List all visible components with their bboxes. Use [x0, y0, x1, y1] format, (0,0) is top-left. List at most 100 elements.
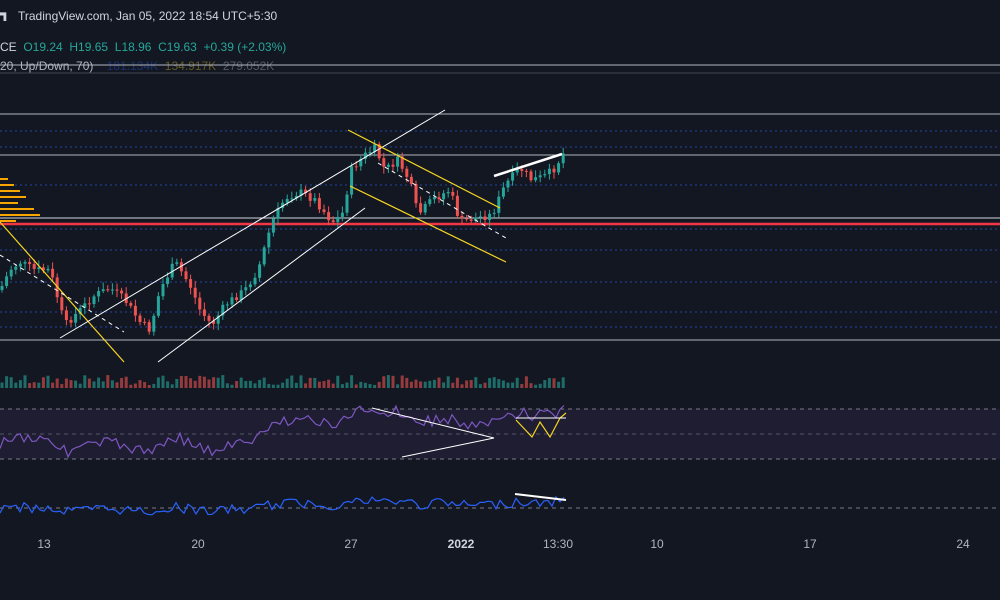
- candle-body: [74, 313, 78, 323]
- candle-body: [543, 174, 547, 176]
- volume-bar: [239, 377, 243, 388]
- volume-bar: [179, 375, 183, 388]
- volume-bar: [515, 377, 519, 388]
- candle-body: [14, 266, 18, 270]
- candle-body: [382, 158, 386, 167]
- x-tick: 17: [803, 537, 817, 551]
- candle-body: [156, 296, 160, 316]
- volume-bar: [557, 381, 561, 388]
- candle-body: [331, 220, 335, 223]
- candle-body: [336, 216, 340, 223]
- candle-body: [285, 198, 289, 203]
- volume-bar: [396, 384, 400, 388]
- candle-body: [198, 297, 202, 310]
- volume-bar: [317, 381, 321, 388]
- candle-body: [175, 262, 179, 264]
- volume-bar: [442, 382, 446, 388]
- volume-bars: [0, 375, 565, 388]
- candle-body: [235, 297, 239, 300]
- candle-body: [97, 291, 101, 297]
- candle-body: [511, 172, 515, 181]
- volume-bar: [235, 381, 239, 388]
- candle-body: [32, 264, 36, 269]
- candle-body: [391, 164, 395, 167]
- volume-bar: [133, 383, 137, 388]
- candle-body: [446, 191, 450, 194]
- volume-bar: [202, 376, 206, 388]
- candle-body: [561, 153, 565, 164]
- candle-body: [18, 263, 22, 267]
- volume-bar: [92, 381, 96, 388]
- volume-bar: [46, 375, 50, 388]
- volume-bar: [244, 381, 248, 388]
- candle-body: [28, 262, 32, 265]
- volume-bar: [138, 380, 142, 388]
- volume-bar: [520, 384, 524, 388]
- volume-bar: [198, 375, 202, 388]
- volume-bar: [41, 377, 45, 388]
- candle-body: [409, 176, 413, 184]
- candle-body: [359, 158, 363, 167]
- candle-body: [110, 289, 114, 291]
- candle-body: [143, 321, 147, 323]
- volume-bar: [115, 382, 119, 388]
- volume-bar: [221, 375, 225, 388]
- volume-profile: [0, 178, 40, 222]
- volume-bar: [37, 382, 41, 388]
- low-value: L18.96: [114, 40, 152, 54]
- volume-bar: [193, 380, 197, 388]
- volume-bar: [359, 381, 363, 388]
- volume-bar: [207, 379, 211, 388]
- candle-body: [414, 183, 418, 204]
- volume-bar: [455, 377, 459, 388]
- candle-body: [83, 303, 87, 308]
- volume-bar: [327, 379, 331, 388]
- candle-body: [432, 197, 436, 200]
- volume-bar: [400, 375, 404, 388]
- volume-bar: [350, 375, 354, 388]
- candle-body: [377, 144, 381, 159]
- candle-body: [225, 304, 229, 306]
- volume-bar: [60, 384, 64, 388]
- volume-bar: [124, 376, 128, 388]
- candle-body: [460, 215, 464, 219]
- volume-bar: [28, 383, 32, 388]
- candle-body: [455, 195, 459, 216]
- x-tick: 27: [344, 537, 358, 551]
- candle-body: [557, 163, 561, 173]
- candle-body: [465, 218, 469, 220]
- candlesticks: [0, 139, 565, 336]
- candle-body: [317, 198, 321, 210]
- candle-body: [520, 169, 524, 171]
- candle-body: [244, 287, 248, 291]
- volume-bar: [78, 383, 82, 388]
- volume-indicator-legend: 20, Up/Down, 70) 181.134K 134.917K 279.0…: [0, 59, 274, 73]
- volume-bar: [446, 376, 450, 388]
- volume-bar: [547, 378, 551, 388]
- chart-source-label: TradingView.com, Jan 05, 2022 18:54 UTC+…: [0, 9, 277, 23]
- volume-bar: [419, 381, 423, 388]
- volume-bar: [281, 382, 285, 388]
- volume-bar: [147, 384, 151, 388]
- candle-body: [60, 297, 64, 311]
- candle-body: [115, 289, 119, 291]
- candle-body: [368, 152, 372, 154]
- candle-body: [396, 156, 400, 167]
- candle-body: [294, 195, 298, 199]
- volume-bar: [529, 383, 533, 388]
- high-value: H19.65: [69, 40, 109, 54]
- candle-body: [506, 180, 510, 188]
- candle-body: [161, 284, 165, 297]
- candle-body: [419, 203, 423, 213]
- candle-body: [221, 304, 225, 316]
- volume-bar: [501, 380, 505, 388]
- candle-body: [202, 309, 206, 316]
- volume-bar: [64, 378, 68, 388]
- indicator-params: 20, Up/Down, 70): [0, 59, 94, 73]
- candle-body: [405, 168, 409, 177]
- volume-bar: [294, 382, 298, 388]
- candle-body: [478, 216, 482, 218]
- candle-body: [529, 171, 533, 181]
- x-tick: 2022: [447, 537, 475, 551]
